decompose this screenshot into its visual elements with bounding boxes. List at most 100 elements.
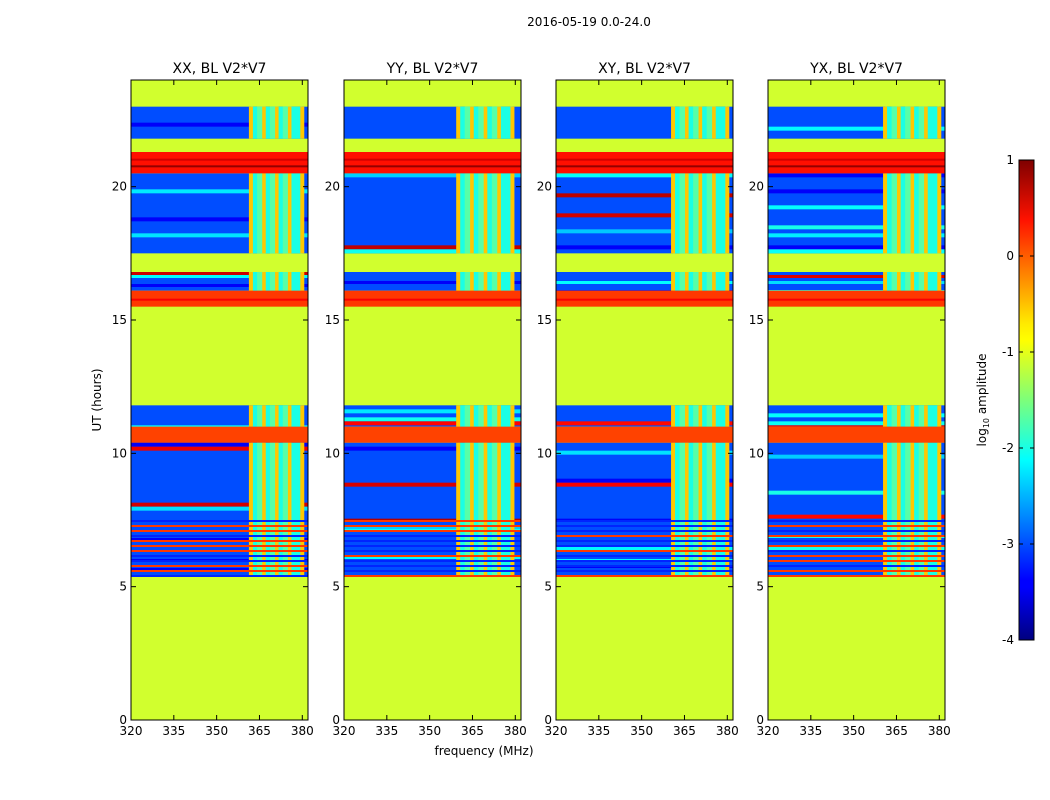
data-cell <box>910 272 915 291</box>
colorbar-label-base: log <box>975 428 989 446</box>
data-cell <box>556 482 733 487</box>
data-cell <box>918 442 925 520</box>
data-cell <box>274 106 279 139</box>
data-cell <box>131 520 308 522</box>
data-cell <box>918 106 925 139</box>
data-cell <box>679 442 685 520</box>
data-cell <box>257 173 263 254</box>
data-cell <box>344 555 521 557</box>
data-cell <box>556 565 733 567</box>
data-cell <box>483 405 488 427</box>
data-cell <box>905 272 911 291</box>
data-cell <box>464 106 471 139</box>
data-cell <box>300 106 305 139</box>
x-tick-label: 350 <box>842 724 865 738</box>
data-cell <box>693 106 699 139</box>
panel-image <box>131 80 308 720</box>
data-cell <box>464 405 471 427</box>
data-cell <box>131 525 308 527</box>
data-cell <box>496 106 501 139</box>
data-cell <box>131 530 308 532</box>
data-cell <box>883 442 888 520</box>
data-cell <box>269 405 276 427</box>
data-cell <box>768 555 945 557</box>
y-tick-label: 20 <box>112 180 127 194</box>
data-cell <box>556 535 733 537</box>
data-cell <box>269 520 276 576</box>
data-cell <box>891 173 897 254</box>
data-cell <box>556 165 733 168</box>
data-cell <box>891 272 897 291</box>
data-cell <box>131 535 308 537</box>
data-cell <box>768 530 945 532</box>
data-cell <box>706 405 713 427</box>
panel-title: XY, BL V2*V7 <box>598 61 691 77</box>
data-cell <box>937 405 942 427</box>
data-cell <box>684 442 689 520</box>
data-cell <box>768 560 945 562</box>
data-cell <box>768 158 945 161</box>
data-cell <box>131 442 308 447</box>
x-tick-label: 350 <box>418 724 441 738</box>
data-cell <box>711 173 716 254</box>
data-cell <box>768 545 945 547</box>
data-cell <box>768 547 945 550</box>
data-cell <box>248 520 253 576</box>
data-cell <box>923 106 928 139</box>
data-cell <box>679 405 685 427</box>
data-cell <box>131 502 308 507</box>
data-cell <box>905 405 911 427</box>
data-cell <box>131 298 308 301</box>
data-cell <box>725 520 730 576</box>
data-cell <box>496 442 501 520</box>
data-cell <box>768 413 945 418</box>
data-cell <box>706 442 713 520</box>
data-cell <box>469 405 474 427</box>
data-cell <box>556 520 733 522</box>
data-cell <box>698 520 703 576</box>
data-cell <box>684 173 689 254</box>
data-cell <box>768 165 945 168</box>
data-cell <box>918 173 925 254</box>
data-cell <box>556 152 733 174</box>
data-cell <box>131 233 308 238</box>
data-cell <box>261 520 266 576</box>
data-cell <box>257 106 263 139</box>
y-tick-label: 15 <box>325 313 340 327</box>
data-cell <box>937 106 942 139</box>
data-cell <box>671 442 676 520</box>
data-cell <box>248 442 253 520</box>
data-cell <box>274 520 279 576</box>
data-cell <box>671 520 676 576</box>
data-cell <box>937 442 942 520</box>
data-cell <box>344 417 521 422</box>
data-cell <box>491 442 498 520</box>
data-cell <box>456 173 461 254</box>
data-cell <box>883 106 888 139</box>
data-cell <box>891 405 897 427</box>
data-cell <box>478 106 484 139</box>
data-cell <box>282 405 288 427</box>
data-cell <box>344 556 521 559</box>
x-tick-label: 350 <box>630 724 653 738</box>
data-cell <box>910 405 915 427</box>
colorbar-tick-label: 0 <box>1006 249 1014 263</box>
panel-frame <box>343 79 522 721</box>
data-cell <box>768 520 945 522</box>
data-cell <box>768 205 945 210</box>
data-cell <box>725 405 730 427</box>
x-tick-label: 365 <box>248 724 271 738</box>
y-tick-label: 20 <box>537 180 552 194</box>
data-cell <box>556 245 733 250</box>
data-cell <box>910 442 915 520</box>
data-cell <box>883 405 888 427</box>
data-cell <box>896 106 901 139</box>
data-cell <box>469 106 474 139</box>
data-cell <box>131 568 308 571</box>
data-cell <box>261 405 266 427</box>
data-cell <box>344 550 521 552</box>
data-cell <box>883 272 888 291</box>
data-cell <box>257 520 263 576</box>
data-cell <box>510 173 515 254</box>
